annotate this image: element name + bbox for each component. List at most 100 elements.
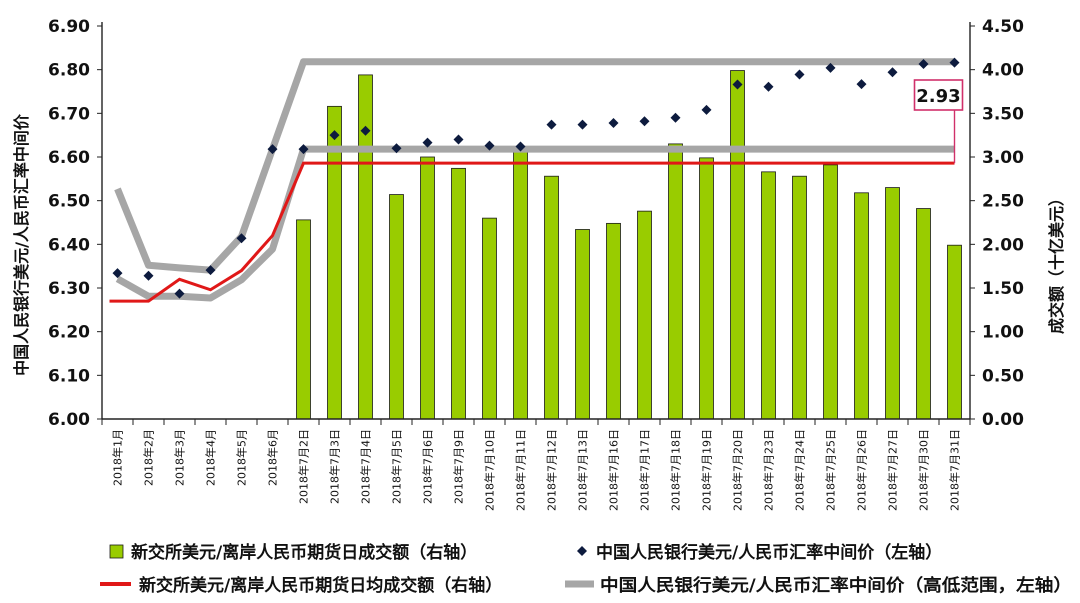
scatter-point [453, 134, 464, 145]
legend-label-scatter: 中国人民银行美元/人民币汇率中间价（左轴） [596, 542, 942, 563]
y-right-tick-label: 4.50 [982, 17, 1024, 37]
x-tick-label: 2018年5月 [235, 429, 249, 486]
x-tick-label: 2018年7月20日 [731, 429, 745, 511]
bar [575, 229, 590, 420]
scatter-point [732, 79, 743, 90]
legend-label-average: 新交所美元/离岸人民币期货日均成交额（右轴） [139, 575, 502, 596]
x-tick-label: 2018年7月12日 [545, 429, 559, 511]
x-tick-label: 2018年7月24日 [793, 429, 807, 511]
y-right-tick-label: 2.50 [982, 192, 1024, 212]
bar [544, 175, 559, 420]
bar [699, 157, 714, 420]
range-low-line [115, 145, 955, 302]
x-tick-label: 2018年7月9日 [452, 429, 466, 504]
y-right-tick-label: 3.00 [982, 148, 1024, 168]
scatter-point [205, 265, 216, 276]
x-tick-label: 2018年7月11日 [514, 429, 528, 511]
y-right-tick-label: 4.00 [982, 61, 1024, 81]
y-left-tick-label: 6.30 [48, 279, 90, 299]
bar [296, 219, 311, 420]
bar [327, 105, 342, 420]
scatter-point [360, 125, 371, 136]
bar [730, 70, 745, 420]
y-right-tick-label: 1.00 [982, 323, 1024, 343]
x-tick-label: 2018年7月4日 [359, 429, 373, 504]
x-tick-label: 2018年7月3日 [328, 429, 342, 504]
x-tick-label: 2018年7月25日 [824, 429, 838, 511]
x-tick-label: 2018年7月18日 [669, 429, 683, 511]
y-left-tick-label: 6.80 [48, 61, 90, 81]
y-left-tick-label: 6.00 [48, 410, 90, 430]
callout: 2.93 [913, 79, 964, 164]
y-axis-right-title: 成交额（十亿美元） [1047, 190, 1066, 334]
x-tick-label: 2018年7月19日 [700, 429, 714, 511]
bar [668, 143, 683, 420]
scatter-point [298, 144, 309, 155]
bar [885, 187, 900, 420]
callout-label: 2.93 [916, 86, 960, 107]
scatter-point [856, 79, 867, 90]
bar [854, 192, 869, 420]
bar [761, 171, 776, 420]
bar [420, 156, 435, 420]
scatter-point [887, 67, 898, 78]
x-tick-label: 2018年7月10日 [483, 429, 497, 511]
bar [947, 244, 962, 420]
scatter-point [329, 130, 340, 141]
y-left-tick-label: 6.40 [48, 235, 90, 255]
scatter-point [484, 140, 495, 151]
bar [389, 194, 404, 420]
legend: 新交所美元/离岸人民币期货日成交额（右轴） 中国人民银行美元/人民币汇率中间价（左… [100, 542, 1072, 596]
x-tick-label: 2018年7月30日 [917, 429, 931, 511]
average-line [109, 161, 955, 303]
legend-swatch-scatter [577, 546, 587, 556]
scatter-point [763, 81, 774, 92]
scatter-point [515, 141, 526, 152]
scatter-point [670, 112, 681, 123]
scatter-point [918, 58, 929, 69]
y-right-tick-label: 1.50 [982, 279, 1024, 299]
scatter-point [112, 268, 123, 279]
x-tick-label: 2018年4月 [204, 429, 218, 486]
y-left-tick-label: 6.10 [48, 366, 90, 386]
legend-swatch-bar [109, 544, 124, 559]
y-left-tick-label: 6.70 [48, 104, 90, 124]
x-tick-label: 2018年2月 [142, 429, 156, 486]
bar [513, 149, 528, 420]
axes [97, 22, 975, 425]
bar-series [296, 70, 962, 420]
x-tick-label: 2018年7月16日 [607, 429, 621, 511]
y-right-tick-label: 2.00 [982, 235, 1024, 255]
y-right-tick-label: 3.50 [982, 104, 1024, 124]
scatter-point [267, 144, 278, 155]
scatter-point [639, 116, 650, 127]
scatter-point [174, 288, 185, 299]
bar [792, 175, 807, 420]
x-tick-label: 2018年6月 [266, 429, 280, 486]
y-right-tick-label: 0.00 [982, 410, 1024, 430]
scatter-point [949, 57, 960, 68]
x-tick-label: 2018年7月26日 [855, 429, 869, 511]
scatter-point [825, 62, 836, 73]
scatter-point [236, 233, 247, 244]
scatter-point [577, 119, 588, 130]
x-tick-label: 2018年7月23日 [762, 429, 776, 511]
scatter-point [143, 270, 154, 281]
scatter-series [112, 57, 960, 299]
y-left-tick-label: 6.60 [48, 148, 90, 168]
tick-labels: 6.00 6.10 6.20 6.30 6.40 6.50 6.60 6.70 6.80 6.90… [48, 17, 1024, 511]
x-tick-label: 2018年3月 [173, 429, 187, 486]
x-tick-label: 2018年7月31日 [948, 429, 962, 511]
bar [482, 217, 497, 420]
x-tick-label: 2018年7月2日 [297, 429, 311, 504]
x-tick-label: 2018年7月17日 [638, 429, 652, 511]
x-tick-label: 2018年7月6日 [421, 429, 435, 504]
x-tick-label: 2018年7月13日 [576, 429, 590, 511]
average-line-series [109, 161, 955, 303]
y-right-tick-label: 0.50 [982, 366, 1024, 386]
y-left-tick-label: 6.20 [48, 323, 90, 343]
bar [451, 167, 466, 420]
callout-box [913, 79, 964, 111]
bar [637, 210, 652, 420]
